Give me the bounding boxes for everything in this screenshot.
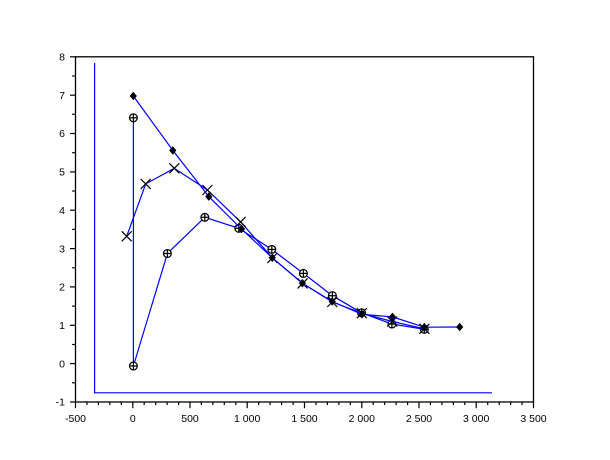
svg-text:2 500: 2 500: [406, 413, 432, 425]
svg-text:2: 2: [59, 282, 65, 294]
svg-text:0: 0: [59, 358, 65, 370]
svg-text:-1: -1: [56, 397, 65, 409]
svg-text:0: 0: [130, 413, 136, 425]
svg-text:-500: -500: [65, 413, 86, 425]
svg-text:8: 8: [59, 52, 65, 64]
svg-text:500: 500: [181, 413, 199, 425]
svg-text:3 000: 3 000: [463, 413, 489, 425]
svg-text:5: 5: [59, 167, 65, 179]
svg-text:1 000: 1 000: [234, 413, 260, 425]
svg-text:2 000: 2 000: [349, 413, 375, 425]
svg-text:3 500: 3 500: [520, 413, 546, 425]
svg-text:1: 1: [59, 320, 65, 332]
svg-text:4: 4: [59, 205, 65, 217]
svg-text:6: 6: [59, 128, 65, 140]
svg-text:1 500: 1 500: [291, 413, 317, 425]
svg-text:3: 3: [59, 243, 65, 255]
svg-text:7: 7: [59, 90, 65, 102]
